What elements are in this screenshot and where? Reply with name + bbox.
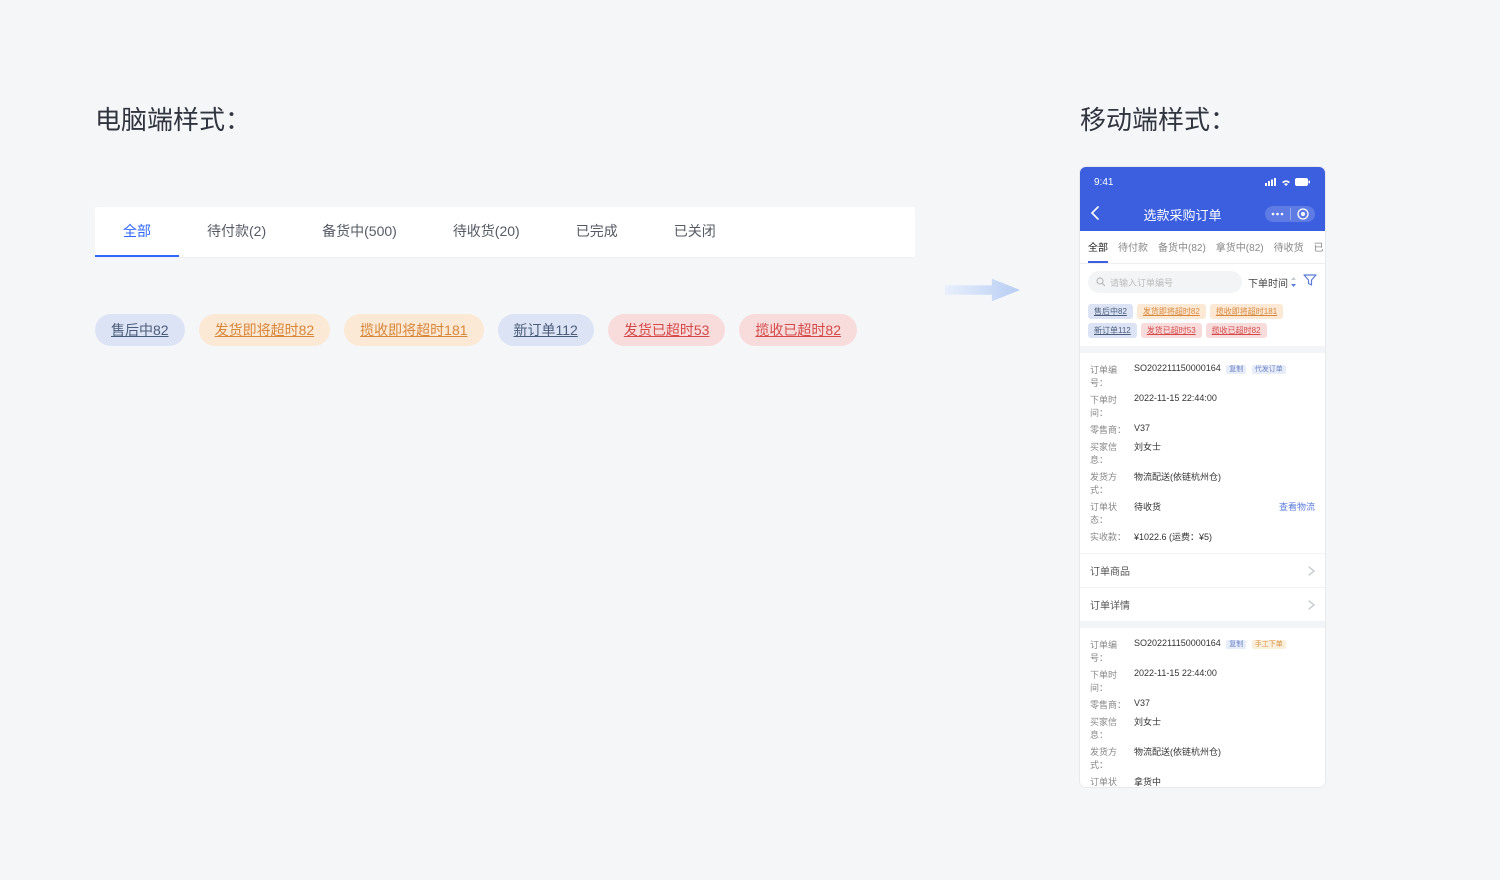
sub-label: 订单详情 xyxy=(1090,597,1130,612)
order-card: 订单编号： SO202211150000164 复制 代发订单 下单时间：202… xyxy=(1080,353,1325,553)
desktop-tab[interactable]: 已关闭 xyxy=(646,207,744,257)
buyer: 刘女士 xyxy=(1134,440,1315,466)
phone-tab[interactable]: 全部 xyxy=(1088,239,1108,263)
sub-label: 订单商品 xyxy=(1090,563,1130,578)
arrow-icon xyxy=(945,275,1020,305)
filter-pill[interactable]: 售后中82 xyxy=(95,314,185,346)
copy-button[interactable]: 复制 xyxy=(1226,640,1246,649)
label: 发货方式： xyxy=(1090,470,1134,496)
mobile-pills: 售后中82 发货即将超时82 揽收即将超时181 新订单112 发货已超时53 揽收已超时… xyxy=(1080,300,1325,346)
order-no: SO202211150000164 复制 代发订单 xyxy=(1134,363,1315,389)
buyer: 刘女士 xyxy=(1134,715,1315,741)
filter-pill[interactable]: 发货已超时53 xyxy=(608,314,726,346)
phone-tab[interactable]: 待付款 xyxy=(1118,239,1148,263)
battery-icon xyxy=(1295,178,1311,186)
back-icon[interactable] xyxy=(1090,206,1100,223)
desktop-tab[interactable]: 已完成 xyxy=(548,207,646,257)
amount: ¥1022.6 (运费：¥5) xyxy=(1134,530,1315,543)
filter-pill[interactable]: 揽收即将超时181 xyxy=(1210,304,1283,319)
mobile-section: 移动端样式： 9:41 选款采购订单 全部待付款备货中(82)拿货中(82)待收 xyxy=(1080,100,1325,787)
filter-pill[interactable]: 揽收已超时82 xyxy=(739,314,857,346)
label: 实收款： xyxy=(1090,530,1134,543)
label: 买家信息： xyxy=(1090,715,1134,741)
target-icon xyxy=(1297,208,1309,220)
chevron-right-icon xyxy=(1308,566,1315,576)
order-status: 待收货 xyxy=(1134,500,1161,526)
order-sub-link[interactable]: 订单商品 xyxy=(1080,553,1325,587)
phone-mockup: 9:41 选款采购订单 全部待付款备货中(82)拿货中(82)待收货已 xyxy=(1080,167,1325,787)
ship-method: 物流配送(依链杭州仓) xyxy=(1134,470,1315,496)
sort-icon xyxy=(1290,277,1297,287)
search-input[interactable]: 请输入订单编号 xyxy=(1088,271,1242,293)
desktop-tabs: 全部待付款(2)备货中(500)待收货(20)已完成已关闭 xyxy=(95,207,915,258)
ship-method: 物流配送(依链杭州仓) xyxy=(1134,745,1315,771)
phone-tabs: 全部待付款备货中(82) 拿货中(82) 待收货已 xyxy=(1080,231,1325,264)
filter-pill[interactable]: 揽收已超时82 xyxy=(1206,323,1267,338)
logistics-link[interactable]: 查看物流 xyxy=(1279,500,1315,526)
wifi-icon xyxy=(1280,178,1292,186)
order-tag: 代发订单 xyxy=(1252,365,1286,374)
sort-button[interactable]: 下单时间 xyxy=(1248,275,1297,290)
filter-pill[interactable]: 新订单112 xyxy=(498,314,594,346)
label: 下单时间： xyxy=(1090,393,1134,419)
filter-pill[interactable]: 发货已超时53 xyxy=(1141,323,1202,338)
search-placeholder: 请输入订单编号 xyxy=(1110,276,1173,289)
phone-tab[interactable]: 备货中(82) xyxy=(1158,239,1206,263)
order-time: 2022-11-15 22:44:00 xyxy=(1134,668,1315,694)
label: 发货方式： xyxy=(1090,745,1134,771)
label: 零售商： xyxy=(1090,423,1134,436)
order-tag: 手工下单 xyxy=(1252,640,1286,649)
label: 下单时间： xyxy=(1090,668,1134,694)
order-no: SO202211150000164 复制 手工下单 xyxy=(1134,638,1315,664)
orders-list: 订单编号： SO202211150000164 复制 代发订单 下单时间：202… xyxy=(1080,353,1325,787)
desktop-pills: 售后中82 发货即将超时82 揽收即将超时181 新订单112 发货已超时53 揽收已超时… xyxy=(95,314,915,346)
signal-icon xyxy=(1265,178,1277,186)
phone-nav-bar: 选款采购订单 xyxy=(1080,197,1325,231)
filter-pill[interactable]: 新订单112 xyxy=(1088,323,1137,338)
phone-tab[interactable]: 拿货中(82) xyxy=(1216,239,1264,263)
order-time: 2022-11-15 22:44:00 xyxy=(1134,393,1315,419)
order-status: 拿货中 xyxy=(1134,775,1161,787)
mobile-title: 移动端样式： xyxy=(1080,100,1325,137)
order-card: 订单编号： SO202211150000164 复制 手工下单 下单时间：202… xyxy=(1080,628,1325,787)
nav-right-capsule[interactable] xyxy=(1265,206,1315,222)
phone-search-row: 请输入订单编号 下单时间 xyxy=(1080,264,1325,300)
phone-tab[interactable]: 待收货 xyxy=(1274,239,1304,263)
label: 订单状态： xyxy=(1090,500,1134,526)
desktop-tab[interactable]: 全部 xyxy=(95,207,179,257)
filter-icon[interactable] xyxy=(1303,273,1317,292)
desktop-section: 电脑端样式： 全部待付款(2)备货中(500)待收货(20)已完成已关闭 售后中… xyxy=(95,100,915,346)
status-time: 9:41 xyxy=(1094,177,1113,188)
label: 订单编号： xyxy=(1090,363,1134,389)
label: 买家信息： xyxy=(1090,440,1134,466)
status-icons xyxy=(1265,178,1311,186)
phone-tab[interactable]: 已 xyxy=(1314,239,1324,263)
desktop-tab[interactable]: 待付款(2) xyxy=(179,207,294,257)
chevron-right-icon xyxy=(1308,600,1315,610)
label: 订单状态： xyxy=(1090,775,1134,787)
order-sub-link[interactable]: 订单详情 xyxy=(1080,587,1325,621)
filter-pill[interactable]: 售后中82 xyxy=(1088,304,1133,319)
retailer: V37 xyxy=(1134,423,1315,436)
nav-title: 选款采购订单 xyxy=(1143,205,1221,224)
filter-pill[interactable]: 揽收即将超时181 xyxy=(344,314,483,346)
label: 零售商： xyxy=(1090,698,1134,711)
filter-pill[interactable]: 发货即将超时82 xyxy=(199,314,331,346)
search-icon xyxy=(1096,277,1106,287)
sort-label: 下单时间 xyxy=(1248,275,1288,290)
desktop-tab[interactable]: 备货中(500) xyxy=(294,207,425,257)
desktop-tab[interactable]: 待收货(20) xyxy=(425,207,548,257)
more-icon xyxy=(1271,209,1284,219)
retailer: V37 xyxy=(1134,698,1315,711)
label: 订单编号： xyxy=(1090,638,1134,664)
filter-pill[interactable]: 发货即将超时82 xyxy=(1137,304,1206,319)
phone-status-bar: 9:41 xyxy=(1080,167,1325,197)
copy-button[interactable]: 复制 xyxy=(1226,365,1246,374)
desktop-title: 电脑端样式： xyxy=(95,100,915,137)
